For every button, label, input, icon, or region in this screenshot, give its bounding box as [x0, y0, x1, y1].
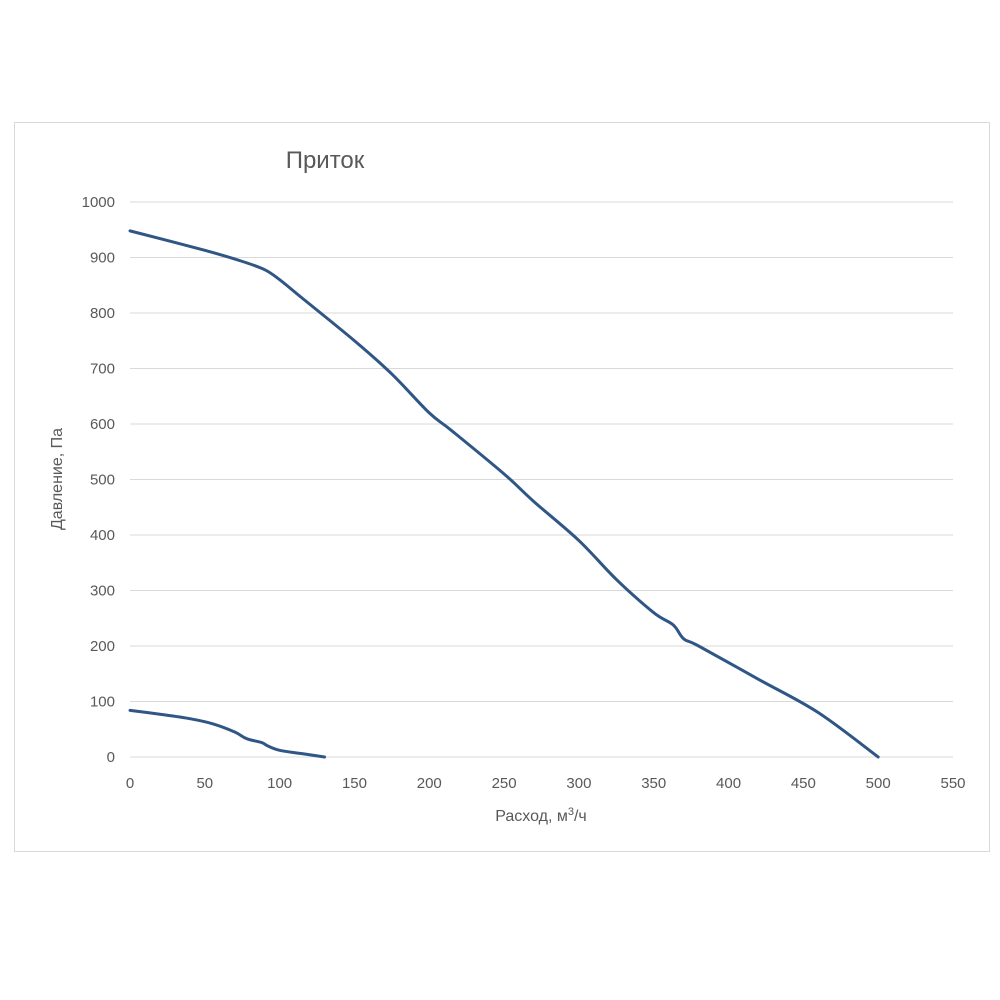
x-tick-label: 400 — [716, 775, 741, 792]
y-tick-label: 500 — [90, 472, 115, 489]
x-tick-label: 0 — [126, 775, 134, 792]
y-tick-label: 200 — [90, 638, 115, 655]
y-tick-label: 1000 — [82, 194, 115, 211]
x-tick-label: 150 — [342, 775, 367, 792]
x-axis-title: Расход, м3/ч — [495, 806, 587, 825]
x-tick-label: 250 — [492, 775, 517, 792]
x-tick-label: 350 — [641, 775, 666, 792]
gridlines — [130, 201, 953, 758]
y-tick-label: 300 — [90, 583, 115, 600]
y-tick-label: 400 — [90, 527, 115, 544]
x-tick-label: 450 — [791, 775, 816, 792]
x-tick-label: 50 — [196, 775, 213, 792]
series-group — [128, 229, 880, 759]
y-tick-label: 0 — [107, 749, 115, 766]
y-tick-label: 900 — [90, 250, 115, 267]
y-tick-label: 100 — [90, 694, 115, 711]
chart-title: Приток — [286, 147, 365, 174]
series-line-2 — [128, 708, 327, 759]
x-tick-label: 500 — [866, 775, 891, 792]
x-tick-label: 300 — [566, 775, 591, 792]
y-axis-title: Давление, Па — [49, 428, 66, 530]
series-line-1 — [128, 229, 880, 759]
x-tick-label: 200 — [417, 775, 442, 792]
y-tick-labels: 0 100 200 300 400 500 600 700 800 900 1000 — [82, 194, 115, 766]
y-tick-label: 600 — [90, 416, 115, 433]
x-tick-label: 100 — [267, 775, 292, 792]
y-tick-label: 700 — [90, 361, 115, 378]
x-tick-labels: 0 50 100 150 200 250 300 350 400 450 500 550 — [126, 775, 966, 792]
x-tick-label: 550 — [940, 775, 965, 792]
y-tick-label: 800 — [90, 305, 115, 322]
